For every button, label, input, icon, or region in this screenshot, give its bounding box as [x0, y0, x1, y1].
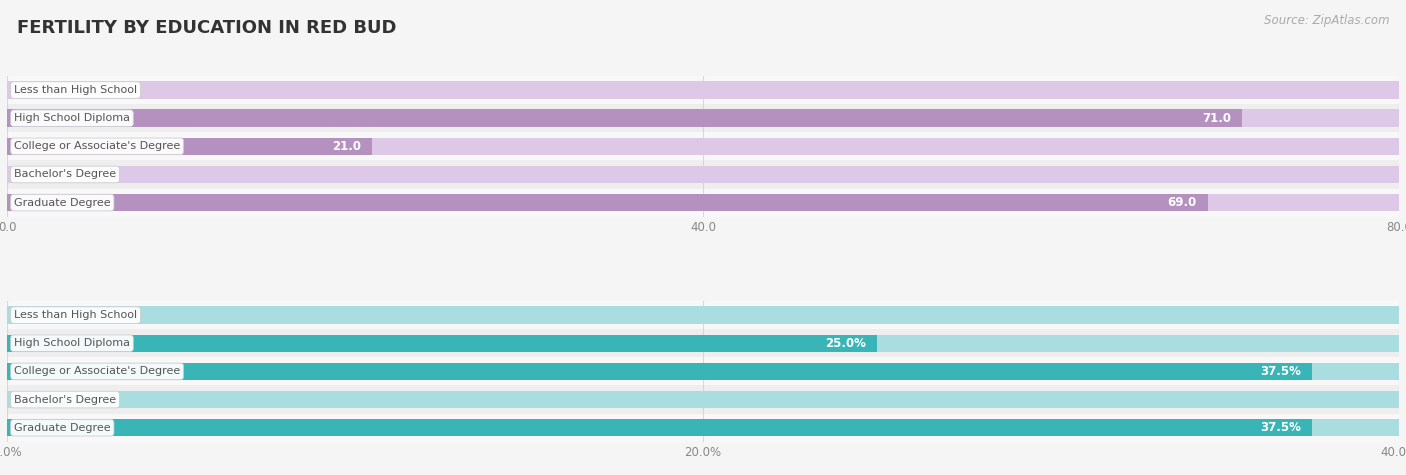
Bar	[7, 109, 1399, 127]
Bar	[7, 334, 877, 352]
Text: Source: ZipAtlas.com: Source: ZipAtlas.com	[1264, 14, 1389, 27]
Bar	[7, 363, 1312, 380]
Text: Graduate Degree: Graduate Degree	[14, 198, 111, 208]
Bar	[7, 138, 373, 155]
Bar	[7, 391, 1399, 408]
Text: 0.0: 0.0	[18, 84, 37, 96]
Bar	[7, 306, 1399, 324]
Bar	[7, 132, 1399, 161]
Bar	[7, 194, 1208, 211]
Text: 37.5%: 37.5%	[1260, 421, 1301, 434]
Bar	[7, 161, 1399, 189]
Text: 69.0: 69.0	[1167, 196, 1197, 209]
Bar	[7, 81, 1399, 99]
Bar	[7, 194, 1399, 211]
Bar	[7, 104, 1399, 132]
Text: 0.0: 0.0	[18, 168, 37, 181]
Bar	[7, 329, 1399, 357]
Text: Bachelor's Degree: Bachelor's Degree	[14, 170, 117, 180]
Bar	[7, 138, 1399, 155]
Bar	[7, 166, 1399, 183]
Bar	[7, 419, 1312, 437]
Text: College or Associate's Degree: College or Associate's Degree	[14, 366, 180, 376]
Text: Bachelor's Degree: Bachelor's Degree	[14, 395, 117, 405]
Bar	[7, 386, 1399, 414]
Text: FERTILITY BY EDUCATION IN RED BUD: FERTILITY BY EDUCATION IN RED BUD	[17, 19, 396, 37]
Bar	[7, 76, 1399, 104]
Text: Graduate Degree: Graduate Degree	[14, 423, 111, 433]
Bar	[7, 357, 1399, 386]
Text: 71.0: 71.0	[1202, 112, 1232, 125]
Text: 37.5%: 37.5%	[1260, 365, 1301, 378]
Text: 0.0%: 0.0%	[18, 309, 48, 322]
Bar	[7, 363, 1399, 380]
Text: High School Diploma: High School Diploma	[14, 113, 129, 123]
Bar	[7, 419, 1399, 437]
Bar	[7, 109, 1243, 127]
Text: College or Associate's Degree: College or Associate's Degree	[14, 142, 180, 152]
Bar	[7, 189, 1399, 217]
Bar	[7, 301, 1399, 329]
Text: 21.0: 21.0	[332, 140, 361, 153]
Bar	[7, 414, 1399, 442]
Text: 0.0%: 0.0%	[18, 393, 48, 406]
Text: Less than High School: Less than High School	[14, 310, 138, 320]
Text: Less than High School: Less than High School	[14, 85, 138, 95]
Text: High School Diploma: High School Diploma	[14, 338, 129, 348]
Bar	[7, 334, 1399, 352]
Text: 25.0%: 25.0%	[825, 337, 866, 350]
